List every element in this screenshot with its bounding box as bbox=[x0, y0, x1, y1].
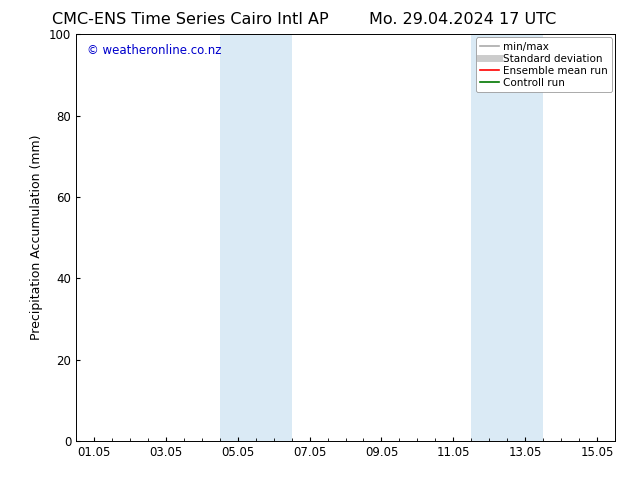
Bar bbox=[471, 34, 543, 441]
Text: CMC-ENS Time Series Cairo Intl AP: CMC-ENS Time Series Cairo Intl AP bbox=[52, 12, 328, 27]
Bar bbox=[220, 34, 292, 441]
Legend: min/max, Standard deviation, Ensemble mean run, Controll run: min/max, Standard deviation, Ensemble me… bbox=[476, 37, 612, 92]
Y-axis label: Precipitation Accumulation (mm): Precipitation Accumulation (mm) bbox=[30, 135, 43, 341]
Text: Mo. 29.04.2024 17 UTC: Mo. 29.04.2024 17 UTC bbox=[369, 12, 557, 27]
Text: © weatheronline.co.nz: © weatheronline.co.nz bbox=[87, 45, 221, 57]
